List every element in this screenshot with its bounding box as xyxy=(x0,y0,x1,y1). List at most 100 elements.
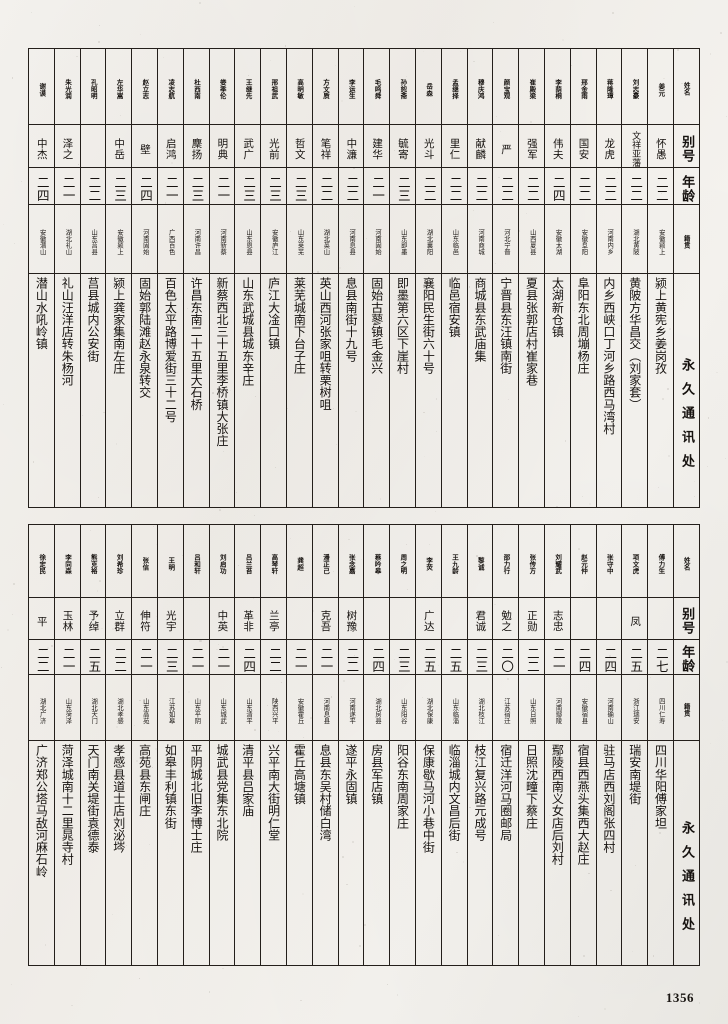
cell-alias: 中英 xyxy=(208,596,236,640)
cell-name-text: 李荧 xyxy=(424,557,433,571)
cell-name: 杜西南 xyxy=(182,48,210,125)
cell-name-text: 刘启功 xyxy=(218,553,227,574)
cell-address: 阳谷东南周家庄 xyxy=(389,740,416,966)
header-name-text: 姓名 xyxy=(682,556,691,571)
cell-name-text: 王继先 xyxy=(244,79,253,100)
cell-alias-text: 强军 xyxy=(525,138,538,160)
cell-address-text: 临淄城内文昌后街 xyxy=(447,744,462,842)
cell-native-place-text: 湖北广济 xyxy=(38,697,46,724)
cell-name-text: 张念嘉 xyxy=(347,553,356,574)
cell-age: 二三 xyxy=(466,638,494,675)
cell-name-text: 孙恕斋 xyxy=(398,79,407,100)
cell-native-place: 湖北保康 xyxy=(414,673,442,742)
scan-speck xyxy=(71,1004,73,1007)
cell-age-text: 二二 xyxy=(318,176,334,202)
cell-alias: 怀愚 xyxy=(647,123,674,169)
cell-native-place: 山东平阴 xyxy=(182,673,210,742)
cell-name: 孟继择 xyxy=(440,48,468,125)
cell-address: 太湖新仓镇 xyxy=(543,272,571,509)
cell-age-text: 二三 xyxy=(395,647,411,673)
cell-alias: 伟夫 xyxy=(543,123,571,169)
cell-alias-text: 正勋 xyxy=(525,610,538,632)
cell-alias-text: 玉林 xyxy=(61,610,74,632)
header-native-place-text: 籍贯 xyxy=(682,234,691,250)
cell-address: 菏泽城南十二里晁寺村 xyxy=(53,740,81,966)
cell-address: 兴平南大街明仁堂 xyxy=(260,740,287,966)
cell-name: 毛鸣舜 xyxy=(363,48,391,125)
cell-address-text: 礼山汪洋店转朱杨河 xyxy=(60,276,75,386)
scan-speck xyxy=(300,1000,302,1002)
cell-address-text: 菏泽城南十二里晁寺村 xyxy=(60,744,75,866)
scan-speck xyxy=(99,25,100,26)
cell-age-text: 二四 xyxy=(602,647,618,673)
cell-age-text: 二三 xyxy=(395,176,411,202)
cell-alias: 明典 xyxy=(208,123,236,169)
cell-native-place: 山东即墨 xyxy=(389,204,416,274)
cell-age-text: 二二 xyxy=(653,176,669,202)
cell-alias-text: 光前 xyxy=(267,138,280,160)
header-age-text: 年龄 xyxy=(679,174,695,204)
cell-native-place-text: 河南新蔡 xyxy=(219,229,227,255)
cell-address: 临淄城内文昌后街 xyxy=(440,740,468,966)
cell-native-place: 陕西兴平 xyxy=(260,673,287,742)
cell-native-place-text: 山东临淄 xyxy=(451,697,459,724)
cell-native-place: 山东莱芜 xyxy=(285,204,313,274)
cell-name: 吕兰苔 xyxy=(234,524,262,598)
scan-speck xyxy=(707,417,709,419)
cell-native-place-text: 安徽潜山 xyxy=(38,229,46,255)
cell-name: 刘启功 xyxy=(208,524,236,598)
cell-age-text: 二二 xyxy=(602,176,618,202)
row-alias: 中杰 泽之 中岳壁 启鸿 麇扬 明典 武广 光前 哲文 笔祥 中濂 建华 毓寄 光斗 里仁 献麟 严强军 伟夫 国安… xyxy=(28,123,701,169)
cell-alias xyxy=(595,596,623,640)
cell-name: 张守中 xyxy=(595,524,623,598)
cell-alias: 光宇 xyxy=(156,596,184,640)
cell-age-text: 二一 xyxy=(370,176,386,202)
cell-alias: 玉林 xyxy=(53,596,81,640)
cell-native-place: 湖北天门 xyxy=(79,673,107,742)
cell-native-place-text: 河南固始 xyxy=(141,229,149,255)
cell-address: 英山西河张家咀转栗树咀 xyxy=(311,272,339,509)
cell-address: 新蔡西北三十五里李桥镇大张庄 xyxy=(208,272,236,509)
cell-name: 邵力行 xyxy=(492,524,520,598)
row-age: 二二 二一 二五 二二 二一 二三 二一 二一 二四 二二 二一 二一 二二 二四 二三 二五 二五 二三 二〇 二二… xyxy=(28,638,701,675)
cell-name: 李运生 xyxy=(337,48,365,125)
cell-native-place: 山西夏县 xyxy=(518,204,545,274)
cell-native-place: 河南遂平 xyxy=(337,673,365,742)
scan-speck xyxy=(562,39,565,42)
cell-age: 二二 xyxy=(492,167,520,206)
cell-native-place-text: 河南息县 xyxy=(322,697,330,724)
cell-native-place: 湖北襄阳 xyxy=(414,204,442,274)
cell-address-text: 遂平永固镇 xyxy=(343,744,358,805)
cell-age-text: 二二 xyxy=(344,176,360,202)
cell-address: 宿县西燕头集西大赵庄 xyxy=(569,740,597,966)
cell-name-text: 吕兰苔 xyxy=(244,553,253,574)
cell-age: 二一 xyxy=(182,638,210,675)
cell-alias-text: 严 xyxy=(500,143,513,155)
cell-age-text: 二二 xyxy=(344,647,360,673)
cell-address-text: 平阴城北旧李博士庄 xyxy=(189,744,204,854)
cell-alias: 笔祥 xyxy=(311,123,339,169)
cell-native-place-text: 河南确山 xyxy=(606,697,614,724)
cell-native-place-text: 山东即墨 xyxy=(399,229,407,255)
cell-name: 张传方 xyxy=(518,524,545,598)
cell-age-text: 二一 xyxy=(163,176,179,202)
cell-age: 二二 xyxy=(518,638,545,675)
cell-native-place-text: 江苏宿迁 xyxy=(502,697,510,724)
cell-address-text: 襄阳民生街六十号 xyxy=(421,276,436,374)
cell-address: 孝感县道士店刘泌埁 xyxy=(105,740,133,966)
cell-native-place-text: 山东莱芜 xyxy=(296,229,304,255)
cell-native-place: 江苏宿迁 xyxy=(492,673,520,742)
cell-native-place-text: 浙江瑞安 xyxy=(631,697,639,724)
cell-native-place: 河南鄢陵 xyxy=(543,673,571,742)
cell-age: 二三 xyxy=(260,167,287,206)
cell-alias-text: 克吾 xyxy=(319,610,332,632)
header-address: 永久通讯处 xyxy=(672,272,701,509)
cell-age: 二二 xyxy=(621,167,649,206)
cell-age: 二一 xyxy=(285,638,313,675)
cell-address: 息县东吴村储白湾 xyxy=(311,740,339,966)
cell-address: 百色太平路博爱街三十二号 xyxy=(156,272,184,509)
cell-name: 熊克裕 xyxy=(79,524,107,598)
scan-speck xyxy=(434,511,436,513)
cell-name-text: 王九龄 xyxy=(450,553,459,574)
cell-native-place-text: 山东日照 xyxy=(528,697,536,724)
